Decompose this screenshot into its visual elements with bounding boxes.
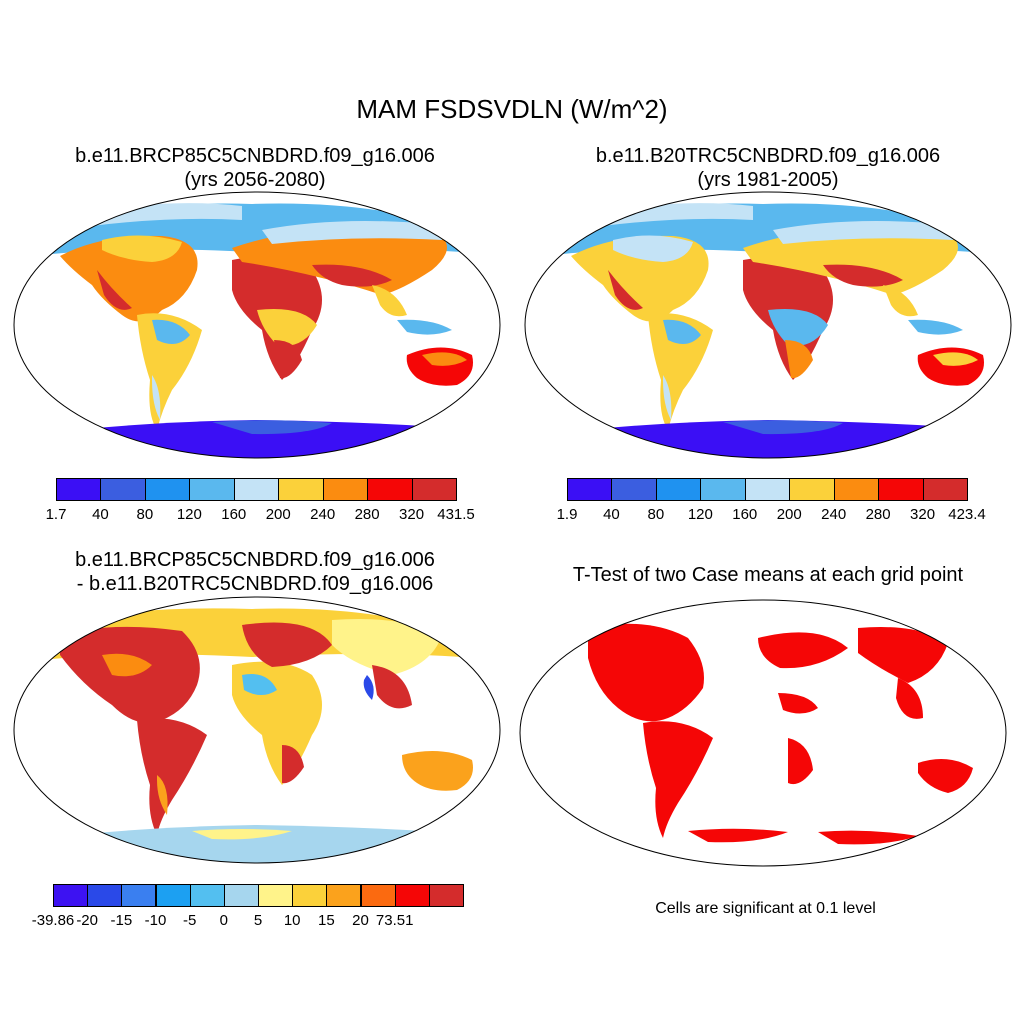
colorbar-box [411,478,457,501]
colorbar-label: 160 [732,506,758,523]
colorbar-box [121,884,157,907]
panel-4-title: T-Test of two Case means at each grid po… [523,563,1013,587]
colorbar-box [322,478,369,501]
colorbar-label: 10 [283,912,301,929]
colorbar-label: 73.51 [375,912,414,929]
colorbar-box [189,478,235,501]
colorbar-box [700,478,746,501]
significance-note: Cells are significant at 0.1 level [655,900,876,917]
colorbar-label: 160 [221,506,247,523]
colorbar-box [56,478,102,501]
colorbar-label: -15 [110,912,133,929]
panel-2-title-line-1: b.e11.B20TRC5CNBDRD.f09_g16.006 [595,145,941,167]
figure-title: MAM FSDSVDLN (W/m^2) [356,94,668,124]
map-panel-4 [519,599,1007,867]
colorbar-label: 40 [603,506,620,523]
map-panel-1 [13,191,501,459]
colorbar-label: 0 [219,912,228,929]
colorbar-box [100,478,146,501]
panel-4-title-line-1: T-Test of two Case means at each grid po… [572,564,964,586]
colorbar-box [53,884,89,907]
map-2-land [525,203,1011,458]
map-1-land [14,203,500,458]
colorbar-label: -10 [144,912,167,929]
colorbar-box [87,884,123,907]
panel-1-title-line-2: (yrs 2056-2080) [184,169,326,191]
map-panel-2 [524,191,1012,459]
colorbar-label: -5 [182,912,197,929]
colorbar-box [744,478,791,501]
colorbar-box [878,478,924,501]
colorbar-box [189,884,225,907]
colorbar-box [394,884,430,907]
colorbar-box [155,884,191,907]
colorbar-panel-1: 1.7 40 80 120 160 200 240 280 320 431.5 [46,478,475,528]
panel-1-title-line-1: b.e11.BRCP85C5CNBDRD.f09_g16.006 [75,145,435,167]
colorbar-label: 80 [136,506,154,523]
panel-3-title-line-2: - b.e11.B20TRC5CNBDRD.f09_g16.006 [76,573,434,595]
colorbar-label: -39.86 [31,912,75,929]
colorbar-label: 80 [647,506,665,523]
colorbar-label: 320 [910,506,936,523]
colorbar-label: 280 [354,506,380,523]
colorbar-label: 240 [310,506,336,523]
colorbar-box [292,884,328,907]
colorbar-label: 423.4 [948,506,986,523]
colorbar-box [367,478,413,501]
colorbar-box [833,478,880,501]
panel-3-title: b.e11.BRCP85C5CNBDRD.f09_g16.006 - b.e11… [10,548,500,596]
map-4-significant-cells [588,623,973,845]
panel-2-title: b.e11.B20TRC5CNBDRD.f09_g16.006 (yrs 198… [523,144,1013,192]
colorbar-box [258,884,294,907]
colorbar-label: 240 [821,506,847,523]
colorbar-box [567,478,613,501]
panel-3-title-line-1: b.e11.BRCP85C5CNBDRD.f09_g16.006 [75,549,435,571]
colorbar-label: 320 [399,506,425,523]
colorbar-box [428,884,464,907]
panel-1-title: b.e11.BRCP85C5CNBDRD.f09_g16.006 (yrs 20… [10,144,500,192]
colorbar-label: 40 [92,506,109,523]
colorbar-label: 200 [776,506,802,523]
colorbar-box [233,478,280,501]
colorbar-label: 280 [865,506,891,523]
map-panel-3 [13,596,501,864]
colorbar-label: 431.5 [437,506,475,523]
map-3-land [14,608,500,863]
colorbar-label: 1.9 [556,506,578,523]
colorbar-panel-2: 1.9 40 80 120 160 200 240 280 320 423.4 [557,478,986,528]
colorbar-box [360,884,396,907]
colorbar-box [278,478,324,501]
colorbar-box [144,478,191,501]
colorbar-box [223,884,259,907]
colorbar-panel-3: -39.86 -20 -15 -10 -5 0 5 10 15 20 73.51 [32,884,464,934]
colorbar-label: 5 [253,912,263,929]
colorbar-box [922,478,968,501]
colorbar-box [655,478,702,501]
colorbar-label: 200 [265,506,291,523]
colorbar-label: 120 [687,506,713,523]
colorbar-label: 1.7 [45,506,67,523]
colorbar-label: 120 [176,506,202,523]
panel-2-title-line-2: (yrs 1981-2005) [697,169,839,191]
colorbar-label: 15 [317,912,335,929]
colorbar-label: 20 [352,912,369,929]
colorbar-box [611,478,657,501]
colorbar-box [789,478,835,501]
colorbar-label: -20 [76,912,98,929]
colorbar-box [326,884,362,907]
